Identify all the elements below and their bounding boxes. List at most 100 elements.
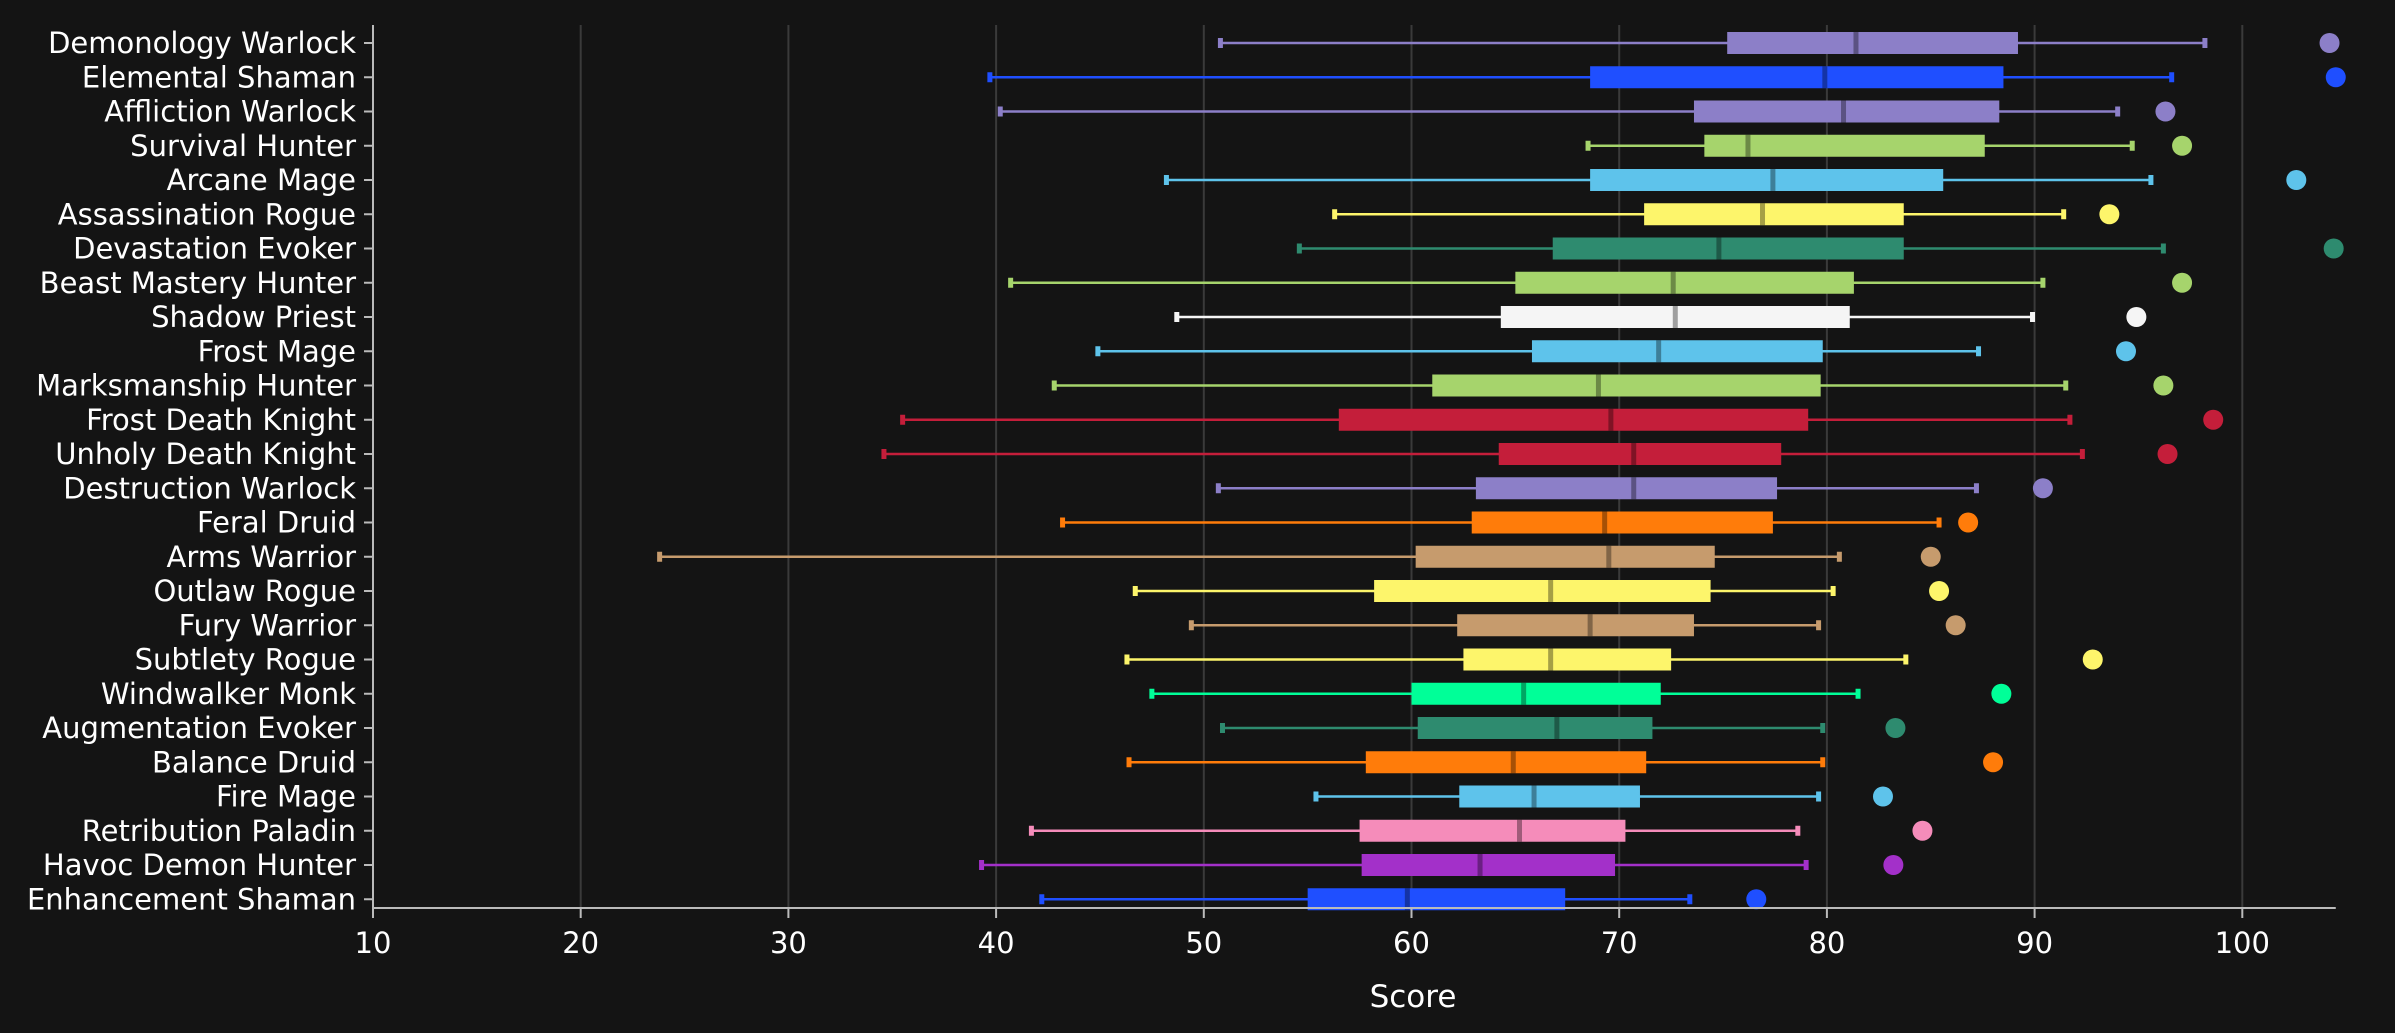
whisker-cap-max bbox=[2061, 209, 2067, 220]
whisker-cap-max bbox=[2115, 106, 2121, 117]
iqr-box bbox=[1590, 169, 1944, 191]
class-label: Balance Druid bbox=[152, 745, 356, 779]
box-row bbox=[1313, 785, 1893, 808]
class-label: Marksmanship Hunter bbox=[36, 369, 356, 403]
top-score-dot bbox=[2155, 101, 2176, 122]
whisker-cap-min bbox=[1095, 346, 1101, 357]
class-label: Feral Druid bbox=[197, 506, 356, 540]
whisker-cap-max bbox=[1855, 688, 1861, 699]
top-score-dot bbox=[2082, 649, 2103, 670]
whisker-cap-max bbox=[1836, 551, 1842, 562]
median-marker bbox=[1510, 751, 1516, 774]
box-row bbox=[987, 66, 2346, 89]
median-marker bbox=[1595, 374, 1601, 397]
top-score-dot bbox=[2153, 375, 2174, 396]
iqr-box bbox=[1361, 854, 1616, 876]
whisker-cap-max bbox=[2030, 312, 2036, 322]
whisker-cap-min bbox=[1215, 483, 1221, 494]
box-row bbox=[1126, 751, 2004, 774]
median-marker bbox=[1822, 66, 1828, 89]
whisker-cap-max bbox=[1830, 586, 1836, 596]
box-row bbox=[997, 100, 2176, 123]
class-label: Enhancement Shaman bbox=[27, 882, 356, 916]
median-marker bbox=[1841, 100, 1847, 123]
median-marker bbox=[1760, 203, 1766, 226]
top-score-dot bbox=[2126, 307, 2147, 327]
x-tick-label: 100 bbox=[2215, 926, 2270, 960]
top-score-dot bbox=[2325, 67, 2346, 88]
x-tick-label: 40 bbox=[978, 926, 1015, 960]
whisker-cap-max bbox=[2169, 72, 2175, 83]
whisker-cap-min bbox=[1126, 757, 1132, 768]
whisker-cap-min bbox=[979, 860, 985, 870]
box-row bbox=[1039, 888, 1767, 911]
whisker-cap-min bbox=[1028, 825, 1034, 836]
whisker-cap-max bbox=[2129, 140, 2135, 151]
plot-area bbox=[657, 32, 2346, 911]
iqr-box bbox=[1417, 717, 1653, 739]
class-label: Beast Mastery Hunter bbox=[40, 266, 356, 300]
class-label: Affliction Warlock bbox=[104, 95, 356, 129]
box-row bbox=[1051, 374, 2174, 397]
class-label: Assassination Rogue bbox=[58, 197, 356, 231]
box-row bbox=[1174, 306, 2147, 328]
x-tick-label: 70 bbox=[1601, 926, 1638, 960]
whisker-cap-max bbox=[1816, 620, 1822, 631]
box-row bbox=[1188, 614, 1966, 637]
median-marker bbox=[1670, 271, 1676, 294]
median-marker bbox=[1587, 614, 1593, 637]
whisker-cap-max bbox=[1803, 860, 1809, 870]
median-marker bbox=[1608, 408, 1614, 431]
iqr-box bbox=[1500, 306, 1850, 328]
top-score-dot bbox=[1746, 889, 1767, 910]
median-marker bbox=[1602, 511, 1608, 534]
iqr-box bbox=[1704, 134, 1985, 157]
box-row bbox=[1217, 32, 2340, 54]
iqr-box bbox=[1463, 648, 1672, 671]
box-row bbox=[1215, 477, 2053, 500]
whisker-cap-min bbox=[1188, 620, 1194, 631]
class-label: Shadow Priest bbox=[151, 300, 356, 334]
iqr-box bbox=[1359, 819, 1626, 842]
whisker-cap-min bbox=[1174, 312, 1180, 322]
x-tick-label: 20 bbox=[562, 926, 599, 960]
whisker-cap-max bbox=[1936, 517, 1942, 528]
iqr-box bbox=[1307, 888, 1566, 911]
whisker-cap-max bbox=[2148, 175, 2154, 185]
box-row bbox=[1008, 271, 2193, 294]
median-marker bbox=[1770, 169, 1776, 191]
top-score-dot bbox=[2172, 135, 2193, 156]
top-score-dot bbox=[1872, 786, 1893, 807]
top-score-dot bbox=[1883, 855, 1904, 875]
top-score-dot bbox=[1945, 615, 1966, 636]
iqr-box bbox=[1498, 443, 1782, 465]
whisker-cap-min bbox=[1585, 140, 1591, 151]
whisker-cap-max bbox=[1816, 791, 1822, 802]
whisker-cap-max bbox=[2067, 414, 2073, 425]
iqr-box bbox=[1432, 374, 1821, 397]
top-score-dot bbox=[1991, 683, 2012, 704]
box-row bbox=[1095, 340, 2136, 363]
x-tick-label: 30 bbox=[770, 926, 807, 960]
median-marker bbox=[1606, 545, 1612, 568]
median-marker bbox=[1517, 819, 1523, 842]
median-marker bbox=[1716, 237, 1722, 260]
whisker-cap-min bbox=[1051, 380, 1057, 391]
whisker-cap-min bbox=[1296, 243, 1302, 254]
iqr-box bbox=[1338, 408, 1809, 431]
x-axis-title: Score bbox=[1370, 979, 1457, 1015]
top-score-dot bbox=[2172, 272, 2193, 293]
whisker-cap-min bbox=[1060, 517, 1066, 528]
whisker-cap-min bbox=[1163, 175, 1169, 185]
median-marker bbox=[1521, 682, 1527, 705]
whisker-cap-max bbox=[1976, 346, 1982, 357]
box-row bbox=[1163, 169, 2307, 191]
class-label: Survival Hunter bbox=[130, 129, 356, 163]
whisker-cap-min bbox=[657, 551, 663, 562]
median-marker bbox=[1531, 785, 1537, 808]
whisker-cap-min bbox=[1219, 723, 1225, 733]
class-label: Fire Mage bbox=[216, 780, 356, 814]
whisker-cap-max bbox=[1973, 483, 1979, 494]
